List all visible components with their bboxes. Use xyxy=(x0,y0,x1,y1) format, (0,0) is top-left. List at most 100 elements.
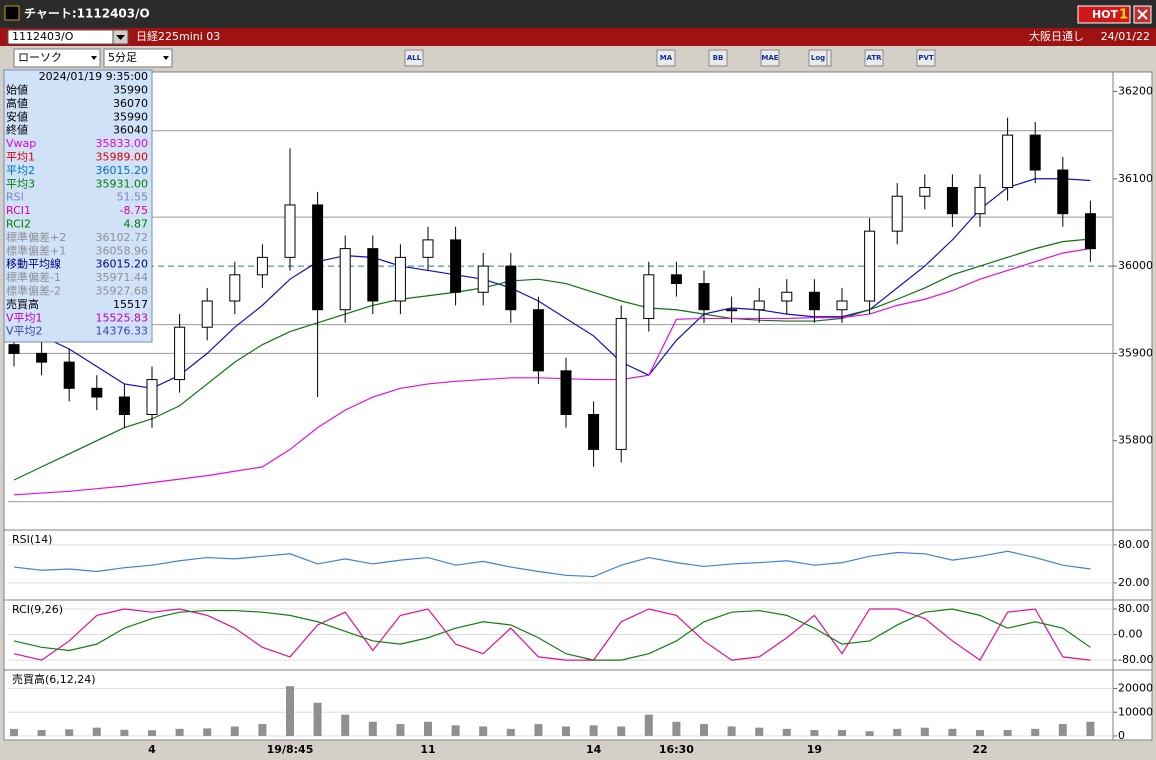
candle-body xyxy=(118,396,130,415)
dropdown-arrow xyxy=(163,56,169,60)
candle-body xyxy=(36,352,48,363)
tool-button[interactable] xyxy=(708,49,728,67)
tool-button-label[interactable]: MA xyxy=(660,54,673,62)
info-value: 36102.72 xyxy=(96,231,149,244)
y-tick-label: -80.00 xyxy=(1118,653,1153,666)
candle-body xyxy=(643,274,655,319)
candle-body xyxy=(63,361,75,389)
candle-body xyxy=(422,239,434,258)
info-value: 14376.33 xyxy=(96,325,149,338)
info-value: 35971.44 xyxy=(96,271,149,284)
volume-bar xyxy=(700,724,708,736)
info-label: Vwap xyxy=(6,137,36,150)
volume-bar xyxy=(1086,721,1095,736)
volume-bar xyxy=(313,702,322,736)
tool-button[interactable] xyxy=(760,49,780,67)
volume-bar xyxy=(92,727,101,736)
hot-label[interactable]: HOT xyxy=(1092,8,1119,21)
candle-body xyxy=(726,309,738,312)
x-tick-label: 16:30 xyxy=(659,743,694,756)
volume-bar xyxy=(534,724,543,736)
info-bar xyxy=(0,28,1156,46)
info-value: 15525.83 xyxy=(96,311,149,324)
info-value: 35927.68 xyxy=(96,285,149,298)
volume-bar xyxy=(1031,728,1040,736)
tool-button-label[interactable]: PVT xyxy=(918,54,934,62)
info-value: 36015.20 xyxy=(96,164,149,177)
tool-button[interactable] xyxy=(916,49,936,67)
info-value: 51.55 xyxy=(117,191,149,204)
symbol-text[interactable]: 1112403/O xyxy=(12,30,74,43)
info-label: 標準偏差-1 xyxy=(6,270,61,284)
hot-button[interactable] xyxy=(1077,5,1131,24)
tool-button[interactable] xyxy=(404,49,424,67)
info-label: 安値 xyxy=(6,109,28,123)
volume-bar xyxy=(396,724,405,736)
y-tick-label: 80.00 xyxy=(1118,602,1150,615)
volume-bar xyxy=(65,729,74,736)
candle-body xyxy=(284,204,296,258)
volume-bar xyxy=(286,686,294,736)
info-label: 平均1 xyxy=(6,151,35,164)
tool-button[interactable] xyxy=(808,49,828,67)
volume-bar xyxy=(148,730,156,736)
hot-number[interactable]: 1 xyxy=(1119,8,1128,23)
tool-button[interactable] xyxy=(864,49,884,67)
tool-button-label[interactable]: MAE xyxy=(761,54,778,62)
candle-body xyxy=(312,204,324,311)
tool-button-label[interactable]: BB xyxy=(713,54,724,62)
candle-body xyxy=(781,291,793,302)
market: 大阪日通し xyxy=(1029,29,1084,43)
info-label: 標準偏差+1 xyxy=(6,243,66,257)
candle-body xyxy=(974,187,986,215)
y-tick-label: 0 xyxy=(1118,729,1125,742)
info-value: 35990 xyxy=(113,84,148,97)
series-line xyxy=(13,238,1091,481)
series-line xyxy=(13,550,1091,578)
y-tick-label: 0.00 xyxy=(1118,628,1143,641)
info-label: V平均2 xyxy=(6,325,43,338)
volume-bar xyxy=(479,726,488,736)
x-tick-label: 14 xyxy=(586,743,602,756)
candle-body xyxy=(1057,169,1069,215)
info-value: 15517 xyxy=(113,298,148,311)
info-value: 36015.20 xyxy=(96,258,149,271)
volume-bar xyxy=(1003,730,1012,736)
interval[interactable]: 5分足 xyxy=(108,51,137,64)
y-tick-label: 36100 xyxy=(1118,172,1153,185)
volume-bar xyxy=(920,727,929,736)
x-tick-label: 11 xyxy=(420,743,435,756)
volume-bar xyxy=(589,725,598,736)
info-value: 35833.00 xyxy=(96,137,149,150)
candle-body xyxy=(1084,213,1096,250)
tool-button-label[interactable]: ALL xyxy=(407,54,422,62)
info-label: RCI1 xyxy=(6,204,31,217)
interval-select[interactable] xyxy=(103,48,173,68)
chart-type-select[interactable] xyxy=(13,48,101,68)
candle-body xyxy=(201,300,213,328)
date: 24/01/22 xyxy=(1101,30,1150,43)
chart-area xyxy=(3,71,1153,741)
volume-bar xyxy=(727,726,736,736)
tool-button[interactable] xyxy=(656,49,676,67)
x-tick-label: 19 xyxy=(807,743,822,756)
candle-body xyxy=(615,317,627,450)
volume-bar xyxy=(562,726,570,736)
volume-bar xyxy=(368,721,377,736)
chart-type[interactable]: ローソク xyxy=(18,51,62,64)
tool-button-label[interactable]: ATR xyxy=(866,54,882,62)
info-value: 36040 xyxy=(113,124,148,137)
title-bar xyxy=(0,0,1156,28)
candle-body xyxy=(1029,134,1041,171)
candle-body xyxy=(367,248,379,302)
tool-button-label[interactable]: Log xyxy=(811,54,825,62)
volume-bar xyxy=(203,728,212,736)
toolbar-buttons: ALLMABBMAEHLATRPVTLog xyxy=(404,49,936,67)
candle-body xyxy=(477,265,489,293)
y-tick-label: 36000 xyxy=(1118,259,1153,272)
candle-body xyxy=(339,248,351,311)
info-value: 4.87 xyxy=(124,218,149,231)
volume-bar xyxy=(838,730,846,736)
candle-body xyxy=(450,239,462,293)
close-icon[interactable] xyxy=(1137,9,1148,20)
